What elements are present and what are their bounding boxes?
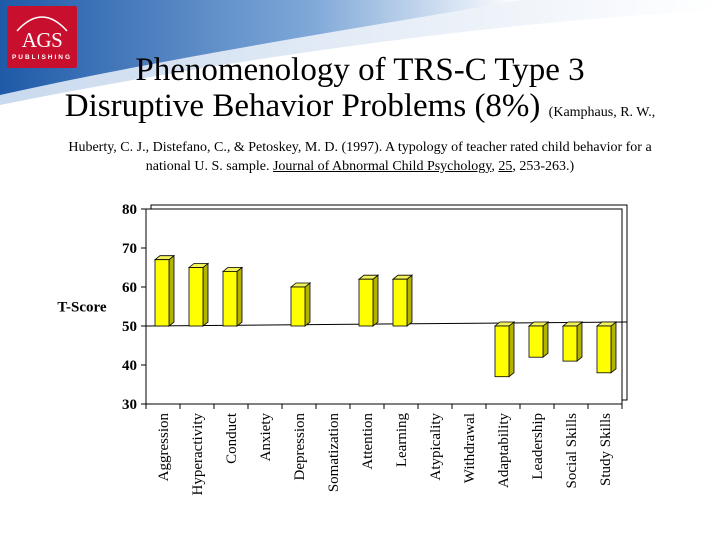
logo-text: AGS <box>21 28 63 52</box>
bar-side-adaptability <box>508 321 515 378</box>
bar-learning <box>392 278 408 327</box>
bar-social-skills <box>562 325 578 362</box>
y-tick-label: 60 <box>122 280 137 296</box>
header-swoosh <box>0 0 720 105</box>
tscore-bar-chart: 30 40 50 60 70 80 T-Score Aggression Hyperactivi… <box>57 202 628 496</box>
bar-side-conduct <box>236 266 243 327</box>
bar-side-learning <box>406 274 413 327</box>
citation-line-1: Huberty, C. J., Distefano, C., & Petoske… <box>68 140 652 155</box>
citation: Huberty, C. J., Distefano, C., & Petoske… <box>0 138 720 176</box>
x-tick-label-adaptability: Adaptability <box>496 413 512 488</box>
y-axis-label: T-Score <box>57 300 107 316</box>
bar-side-leadership <box>542 321 549 359</box>
journal-name: Journal of Abnormal Child Psychology <box>272 159 492 174</box>
bar-attention <box>358 278 374 327</box>
x-tick-label-anxiety: Anxiety <box>258 413 274 462</box>
x-tick-label-leadership: Leadership <box>530 413 546 480</box>
citation-line-2-pre: national U. S. sample. <box>145 159 273 174</box>
x-tick-label-atypicality: Atypicality <box>428 413 444 481</box>
bar-side-depression <box>304 282 311 327</box>
citation-line-2: national U. S. sample. Journal of Abnorm… <box>0 157 720 176</box>
y-tick-label: 30 <box>122 397 137 413</box>
bar-aggression <box>154 259 170 327</box>
logo-subtext: PUBLISHING <box>11 54 73 61</box>
x-tick-label-depression: Depression <box>292 413 308 481</box>
journal-pages: , 253-263.) <box>512 159 575 174</box>
logo-arc-icon <box>16 16 68 32</box>
citation-comma: , <box>491 159 499 174</box>
x-tick-label-study-skills: Study Skills <box>598 413 614 486</box>
y-tick-label: 40 <box>122 358 137 374</box>
y-tick-label: 50 <box>122 319 137 335</box>
x-tick-label-hyperactivity: Hyperactivity <box>190 413 206 496</box>
x-tick-label-social-skills: Social Skills <box>564 413 580 489</box>
slide-title: Phenomenology of TRS-C Type 3 Disruptive… <box>0 52 720 131</box>
x-tick-label-withdrawal: Withdrawal <box>462 413 478 483</box>
bar-side-aggression <box>168 254 175 327</box>
bar-depression <box>290 286 306 327</box>
bar-conduct <box>222 271 238 327</box>
y-tick-label: 70 <box>122 241 137 257</box>
bar-adaptability <box>494 325 510 378</box>
x-tick-label-aggression: Aggression <box>156 413 172 482</box>
bar-side-social-skills <box>576 321 583 362</box>
ags-publishing-logo: AGS PUBLISHING <box>7 6 77 68</box>
plot-frame <box>145 208 623 405</box>
x-tick-label-somatization: Somatization <box>326 413 342 493</box>
bar-side-attention <box>372 274 379 327</box>
bar-hyperactivity <box>188 267 204 327</box>
title-line-2: Disruptive Behavior Problems (8%) (Kamph… <box>0 88 720 131</box>
y-tick-label: 80 <box>122 202 137 218</box>
bar-side-hyperactivity <box>202 262 209 327</box>
bar-study-skills <box>596 325 612 374</box>
citation-inline: (Kamphaus, R. W., <box>548 105 656 120</box>
title-line-2-text: Disruptive Behavior Problems (8%) <box>64 88 541 124</box>
x-tick-label-attention: Attention <box>360 413 376 470</box>
bar-side-study-skills <box>610 321 617 374</box>
bar-leadership <box>528 325 544 358</box>
title-line-1: Phenomenology of TRS-C Type 3 <box>135 52 585 88</box>
journal-volume: 25 <box>498 159 513 174</box>
x-tick-label-learning: Learning <box>394 413 410 468</box>
x-tick-label-conduct: Conduct <box>224 412 240 464</box>
